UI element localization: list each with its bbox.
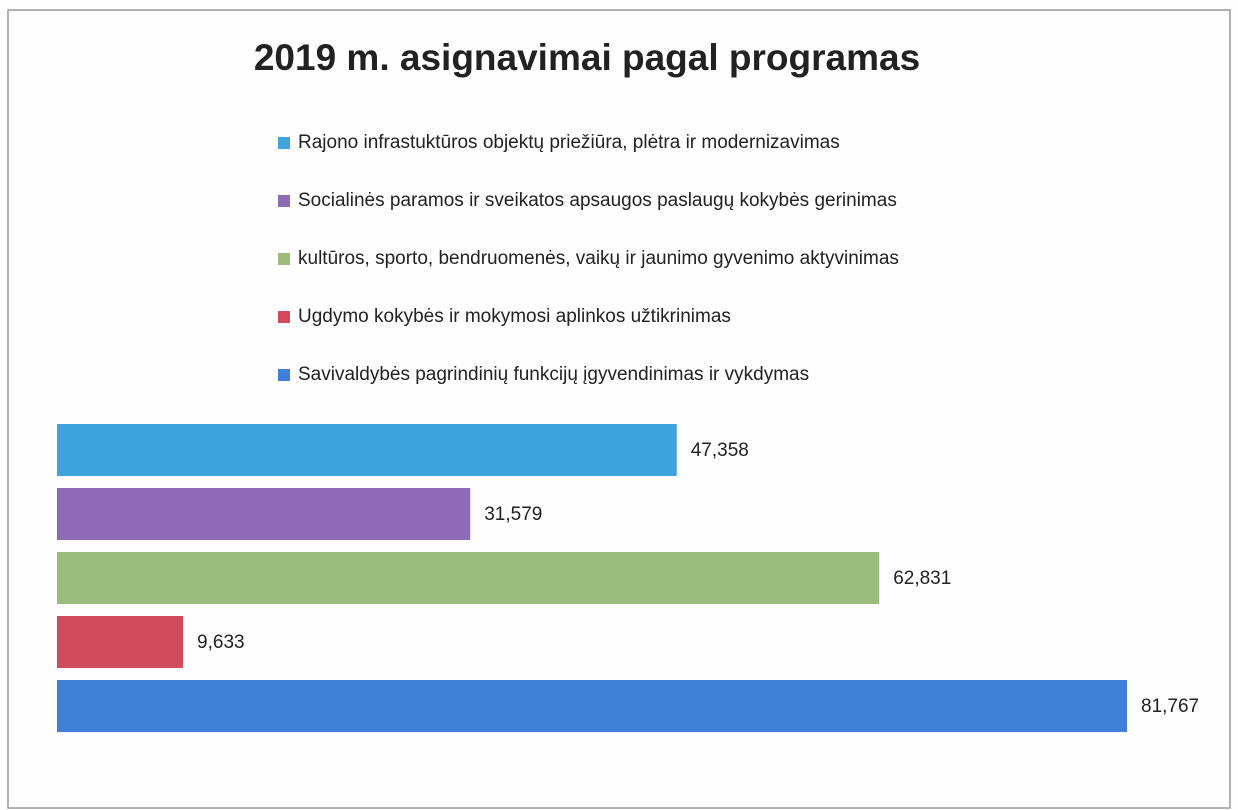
bar [57,616,184,668]
legend-label: Ugdymo kokybės ir mokymosi aplinkos užti… [298,306,731,327]
legend-swatch [278,137,290,149]
bar [57,424,677,476]
chart-title: 2019 m. asignavimai pagal programas [254,37,920,78]
value-label: 62,831 [893,568,951,589]
bar [57,488,471,540]
legend-label: Savivaldybės pagrindinių funkcijų įgyven… [298,364,809,385]
frame [7,9,1231,809]
bar [57,552,880,604]
legend-label: Socialinės paramos ir sveikatos apsaugos… [298,190,897,211]
value-label: 81,767 [1141,696,1199,717]
bar [57,680,1127,732]
legend-swatch [278,369,290,381]
legend-label: kultūros, sporto, bendruomenės, vaikų ir… [298,248,899,269]
value-label: 9,633 [197,632,245,653]
legend-label: Rajono infrastuktūros objektų priežiūra,… [298,132,840,153]
value-label: 31,579 [484,504,542,525]
legend-swatch [278,311,290,323]
legend-swatch [278,195,290,207]
legend-swatch [278,253,290,265]
value-label: 47,358 [691,440,749,461]
